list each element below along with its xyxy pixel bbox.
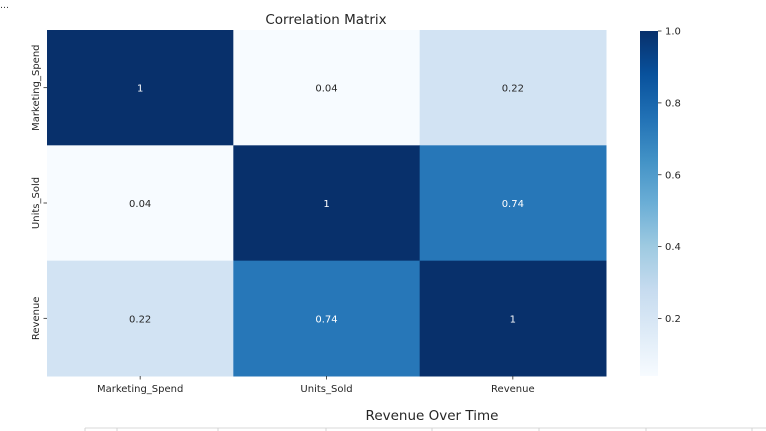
heatmap-cell (233, 145, 421, 262)
heatmap-annotation: 0.22 (129, 314, 151, 325)
colorbar-gradient (640, 31, 658, 376)
heatmap-cell (419, 260, 607, 377)
colorbar-ticks: 0.2 0.4 0.6 0.8 1.0 (658, 27, 681, 325)
output-ellipsis-icon[interactable]: … (0, 1, 9, 11)
heatmap-annotation: 1 (137, 84, 143, 95)
y-tick-label: Marketing_Spend (31, 44, 42, 130)
revenue-over-time-chart: Revenue Over Time (84, 408, 766, 431)
heatmap-annotation: 0.04 (315, 84, 337, 95)
y-tick-label: Units_Sold (31, 177, 42, 229)
heatmap-annotation: 0.74 (315, 314, 337, 325)
x-axis-tick-labels: Marketing_Spend Units_Sold Revenue (97, 384, 535, 395)
colorbar: 0.2 0.4 0.6 0.8 1.0 (640, 27, 681, 376)
colorbar-tick-label: 1.0 (665, 27, 681, 38)
heatmap-cell (233, 260, 421, 377)
y-axis-tick-labels: Marketing_Spend Units_Sold Revenue (31, 44, 42, 340)
y-tick-label: Revenue (31, 297, 42, 341)
heatmap-annotation: 1 (510, 314, 516, 325)
y-axis-ticks (43, 87, 47, 319)
x-axis-ticks (139, 376, 514, 380)
chart-title: Correlation Matrix (265, 12, 386, 28)
heatmap-annotations: 1 0.04 0.22 0.04 1 0.74 0.22 0.74 1 (129, 84, 524, 326)
heatmap-cell (47, 260, 234, 377)
heatmap-annotation: 0.74 (502, 199, 524, 210)
colorbar-tick-label: 0.4 (665, 242, 681, 253)
heatmap-cells (47, 30, 607, 377)
x-tick-label: Revenue (491, 384, 535, 395)
colorbar-tick-label: 0.2 (665, 314, 681, 325)
heatmap-cell (233, 30, 421, 146)
heatmap-cell (47, 145, 234, 262)
heatmap-annotation: 0.22 (502, 84, 524, 95)
colorbar-tick-label: 0.6 (665, 170, 681, 181)
chart-title-revenue-over-time: Revenue Over Time (366, 408, 499, 424)
x-tick-label: Marketing_Spend (97, 384, 183, 395)
correlation-heatmap: Correlation Matrix 1 0.04 0.22 0.04 1 0.74 0.2… (31, 12, 607, 395)
colorbar-tick-label: 0.8 (665, 98, 681, 109)
heatmap-cell (47, 30, 234, 146)
heatmap-annotation: 1 (323, 199, 329, 210)
heatmap-cell (419, 30, 607, 146)
heatmap-cell (419, 145, 607, 262)
x-tick-label: Units_Sold (300, 384, 352, 395)
heatmap-annotation: 0.04 (129, 199, 151, 210)
